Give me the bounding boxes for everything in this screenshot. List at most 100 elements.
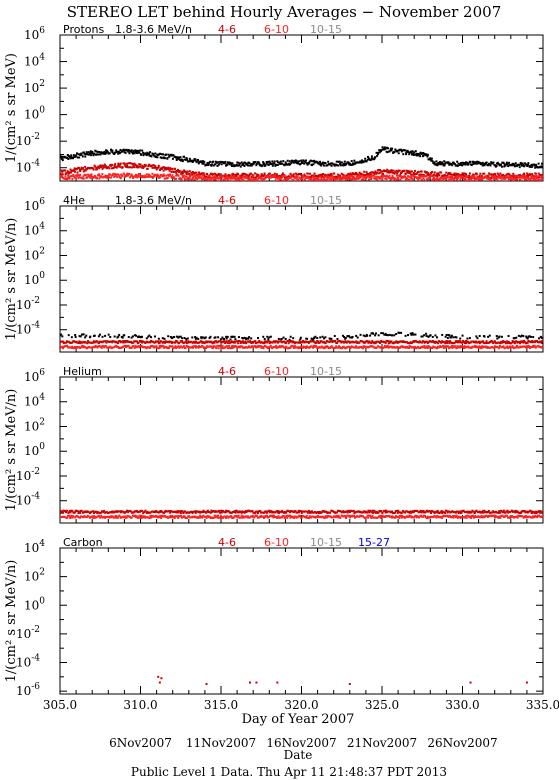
data-point bbox=[510, 346, 513, 349]
data-point bbox=[320, 163, 323, 166]
data-point bbox=[411, 333, 414, 336]
data-point bbox=[316, 514, 319, 517]
data-point bbox=[266, 341, 269, 344]
legend-item: Helium bbox=[63, 365, 102, 378]
data-point bbox=[78, 510, 81, 513]
data-point bbox=[281, 162, 284, 165]
data-point bbox=[526, 163, 529, 166]
data-point bbox=[534, 172, 537, 175]
data-point bbox=[430, 159, 433, 162]
data-point bbox=[111, 149, 114, 152]
data-point bbox=[299, 338, 302, 341]
data-point bbox=[504, 342, 507, 345]
data-point bbox=[526, 337, 529, 340]
data-point bbox=[233, 335, 236, 338]
data-point bbox=[486, 511, 489, 514]
data-point bbox=[464, 177, 467, 180]
data-point bbox=[198, 176, 201, 179]
data-point bbox=[470, 175, 473, 178]
data-point bbox=[194, 346, 197, 349]
data-point bbox=[440, 176, 443, 179]
data-point bbox=[324, 516, 327, 519]
data-point bbox=[208, 178, 211, 181]
data-point bbox=[215, 173, 218, 176]
data-point bbox=[171, 514, 174, 517]
data-point bbox=[140, 153, 143, 156]
data-point bbox=[407, 334, 410, 337]
data-point bbox=[252, 511, 255, 514]
data-point bbox=[199, 514, 202, 517]
data-point bbox=[174, 515, 177, 518]
data-point bbox=[393, 334, 396, 337]
data-point bbox=[390, 177, 393, 180]
data-point bbox=[440, 341, 443, 344]
data-point bbox=[362, 173, 365, 176]
data-point bbox=[168, 169, 171, 172]
data-point bbox=[329, 178, 332, 181]
data-point bbox=[159, 340, 162, 343]
data-point bbox=[408, 511, 411, 514]
data-point bbox=[342, 174, 345, 177]
data-point bbox=[305, 341, 308, 344]
data-point bbox=[297, 341, 300, 344]
data-point bbox=[275, 344, 278, 347]
data-point bbox=[164, 177, 167, 180]
data-point bbox=[136, 176, 139, 179]
data-point bbox=[481, 511, 484, 514]
data-point bbox=[267, 339, 270, 342]
data-point bbox=[133, 149, 136, 152]
data-point bbox=[116, 516, 119, 519]
data-point bbox=[261, 178, 264, 181]
data-point bbox=[384, 341, 387, 344]
data-point bbox=[356, 161, 359, 164]
data-point bbox=[247, 164, 250, 167]
data-point bbox=[354, 173, 357, 176]
data-point bbox=[250, 337, 253, 340]
data-point bbox=[485, 340, 488, 343]
data-point bbox=[425, 332, 428, 335]
data-point bbox=[167, 510, 170, 513]
data-point bbox=[300, 178, 303, 181]
data-point bbox=[421, 335, 424, 338]
data-point bbox=[378, 509, 381, 512]
data-point bbox=[519, 346, 522, 349]
data-point bbox=[124, 174, 127, 177]
data-point bbox=[125, 173, 128, 176]
data-point bbox=[450, 334, 453, 337]
data-point bbox=[210, 172, 213, 175]
data-point bbox=[60, 157, 63, 160]
data-point bbox=[338, 177, 341, 180]
data-point bbox=[442, 345, 445, 348]
data-point bbox=[510, 163, 513, 166]
data-point bbox=[468, 172, 471, 175]
data-point bbox=[184, 341, 187, 344]
data-point bbox=[334, 179, 337, 181]
data-point bbox=[259, 175, 262, 178]
data-point bbox=[91, 346, 94, 349]
data-point bbox=[194, 337, 197, 340]
data-point bbox=[66, 516, 69, 519]
data-point bbox=[80, 153, 83, 156]
x-tick-label: 305.0 bbox=[43, 698, 77, 712]
data-point bbox=[60, 172, 62, 175]
data-point bbox=[162, 511, 165, 514]
data-point bbox=[122, 341, 125, 344]
data-point bbox=[236, 510, 239, 513]
data-point bbox=[132, 345, 135, 348]
data-point bbox=[85, 334, 88, 337]
data-point bbox=[361, 515, 364, 518]
data-point bbox=[151, 172, 154, 175]
data-point bbox=[205, 172, 208, 175]
data-point bbox=[240, 161, 243, 164]
data-point bbox=[138, 514, 141, 517]
data-point bbox=[423, 178, 426, 181]
data-point bbox=[157, 164, 160, 167]
data-point bbox=[497, 511, 500, 514]
data-point bbox=[111, 151, 114, 154]
data-point bbox=[301, 341, 304, 344]
data-point bbox=[346, 345, 349, 348]
data-point bbox=[272, 514, 275, 517]
data-point bbox=[306, 172, 309, 175]
data-point bbox=[74, 515, 77, 518]
data-point bbox=[425, 340, 428, 343]
